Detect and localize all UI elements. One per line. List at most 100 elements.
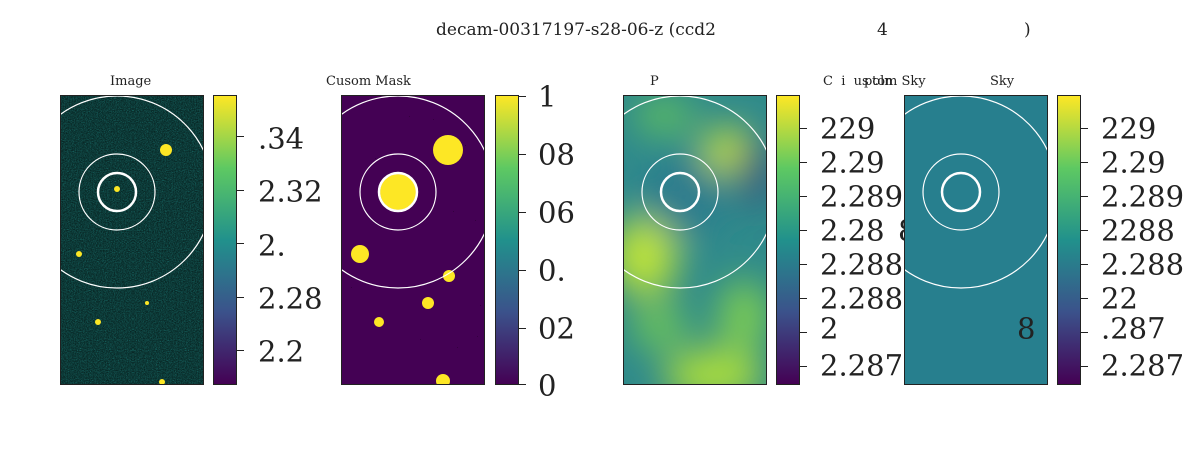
colorbar-tick-label: 02	[538, 311, 575, 346]
colorbar-tick-label: 06	[538, 195, 575, 230]
p-colorbar	[776, 95, 800, 385]
aperture-middle-ring	[359, 153, 437, 231]
star-source	[114, 186, 120, 192]
panel-title-p: P	[650, 74, 659, 89]
sky-flat-background	[905, 96, 1047, 384]
colorbar-tick	[800, 332, 807, 333]
colorbar-tick-label: 2.29	[1101, 145, 1166, 180]
colorbar-tick-label: .287	[1101, 311, 1166, 346]
colorbar-tick	[800, 230, 807, 231]
sky-structure	[624, 98, 766, 384]
aperture-middle-ring	[78, 153, 156, 231]
p-panel-plot	[624, 96, 766, 384]
colorbar-tick-label: 2	[820, 311, 839, 346]
mask-blob	[443, 270, 455, 282]
suptitle-part-3: )	[1024, 20, 1031, 40]
colorbar-offset-label: 8	[1017, 311, 1036, 346]
colorbar-tick-label: 0	[538, 368, 557, 403]
colorbar-tick	[1081, 366, 1088, 367]
colorbar-tick-label: .34	[258, 121, 305, 156]
image-noise-dark	[61, 96, 203, 384]
colorbar-tick-label: 229	[1101, 111, 1157, 146]
panel-title-image: Image	[110, 74, 152, 89]
aperture-inner-ring	[940, 171, 982, 213]
star-source	[160, 144, 172, 156]
suptitle-part-1: decam-00317197-s28-06-z (ccd2	[436, 20, 716, 40]
image-panel	[60, 95, 204, 385]
mask-blob	[436, 374, 450, 384]
image-panel-plot	[61, 96, 203, 384]
mask-speckle	[342, 96, 484, 384]
colorbar-tick	[800, 128, 807, 129]
colorbar-tick	[1081, 264, 1088, 265]
colorbar-tick-label: 2.288	[820, 247, 904, 282]
colorbar-tick-label: 2.2	[258, 334, 305, 369]
mask-colorbar	[495, 95, 519, 385]
colorbar-tick-label: 08	[538, 137, 575, 172]
colorbar-tick	[237, 243, 244, 244]
colorbar-tick	[237, 297, 244, 298]
colorbar-tick-label: 2288	[1101, 213, 1175, 248]
aperture-outer-ring	[61, 96, 203, 289]
mask-blob	[433, 135, 463, 165]
colorbar-tick	[800, 264, 807, 265]
aperture-inner-ring	[96, 171, 138, 213]
colorbar-tick	[1081, 230, 1088, 231]
colorbar-tick	[519, 154, 526, 155]
colorbar-tick	[519, 328, 526, 329]
mask-blob	[374, 317, 384, 327]
mask-panel-plot	[342, 96, 484, 384]
panel-title-custom-sky-c: poln	[864, 74, 893, 89]
colorbar-tick	[800, 366, 807, 367]
colorbar-tick-label: 229	[820, 111, 876, 146]
panel-title-sky: Sky	[990, 74, 1015, 89]
suptitle-part-2: 4	[877, 20, 888, 40]
panel-title-custom-sky-b: tom Sky	[872, 74, 926, 89]
colorbar-tick	[1081, 128, 1088, 129]
colorbar-tick-label: 2.288	[1101, 247, 1185, 282]
colorbar-tick-label: 2.32	[258, 174, 323, 209]
figure-suptitle: decam-00317197-s28-06-z (ccd2 4 )	[0, 20, 1200, 42]
panel-title-mask: Cusom Mask	[326, 74, 411, 89]
sky-panel-plot	[905, 96, 1047, 384]
colorbar-tick	[1081, 196, 1088, 197]
aperture-inner-ring	[377, 171, 419, 213]
colorbar-tick-label: 2.29	[820, 145, 885, 180]
star-source	[145, 301, 149, 305]
colorbar-tick-label: 2.	[258, 228, 286, 263]
aperture-outer-ring	[905, 96, 1047, 289]
colorbar-tick	[800, 298, 807, 299]
colorbar-tick	[1081, 162, 1088, 163]
star-source	[95, 319, 101, 325]
colorbar-tick-label: 2.28	[820, 213, 885, 248]
mask-blob	[351, 245, 369, 263]
aperture-outer-ring	[624, 96, 766, 289]
panel-title-custom-sky-a: C i us	[823, 74, 869, 89]
colorbar-tick	[800, 162, 807, 163]
colorbar-tick	[519, 270, 526, 271]
colorbar-tick	[800, 196, 807, 197]
colorbar-tick-label: 2.289	[1101, 179, 1185, 214]
star-source	[76, 251, 82, 257]
colorbar-tick	[519, 212, 526, 213]
colorbar-tick	[237, 136, 244, 137]
colorbar-tick-label: 2.287	[1101, 348, 1185, 383]
mask-blob	[380, 174, 416, 210]
colorbar-tick	[1081, 298, 1088, 299]
colorbar-tick-label: 2.288	[820, 281, 904, 316]
mask-blob	[422, 297, 434, 309]
colorbar-tick	[237, 350, 244, 351]
aperture-middle-ring	[641, 153, 719, 231]
sky-panel	[904, 95, 1048, 385]
colorbar-tick-label: 0.	[538, 253, 566, 288]
aperture-middle-ring	[922, 153, 1000, 231]
colorbar-tick-label: 2.289	[820, 179, 904, 214]
colorbar-tick	[237, 190, 244, 191]
aperture-outer-ring	[342, 96, 484, 289]
colorbar-tick	[519, 384, 526, 385]
colorbar-tick-label: 2.28	[258, 281, 323, 316]
star-source	[159, 379, 165, 384]
colorbar-tick	[1081, 332, 1088, 333]
mask-panel	[341, 95, 485, 385]
colorbar-tick-label: 1	[538, 79, 557, 114]
